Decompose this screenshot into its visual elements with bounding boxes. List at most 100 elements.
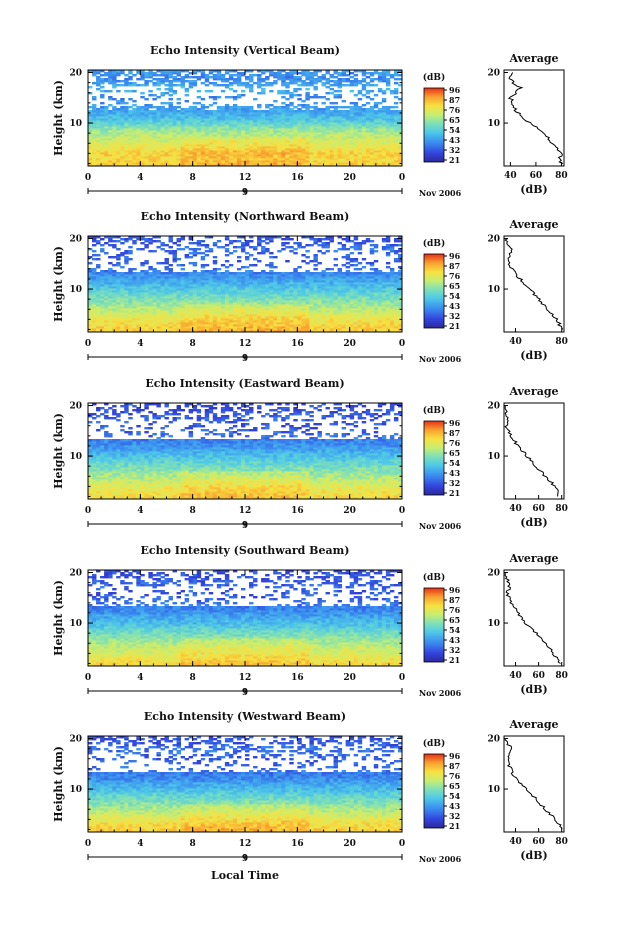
heatmap-cell [144,80,149,83]
heatmap-cell [120,138,125,141]
heatmap-cell [108,140,113,143]
heatmap-cell [216,152,222,155]
heatmap-cell [100,162,105,165]
heatmap-cell [128,138,133,141]
heatmap-cell [232,140,238,143]
heatmap-cell [188,138,194,141]
heatmap-cell [176,152,181,155]
heatmap-cell [257,164,262,167]
heatmap-cell [253,136,258,139]
heatmap-cell [140,160,145,163]
heatmap-cell [257,144,262,147]
heatmap-cell [180,108,186,111]
heatmap-cell [385,78,391,81]
panel-1: Echo Intensity (Vertical Beam)1020Height… [52,44,568,198]
heatmap-cell [128,150,133,153]
heatmap-cell [381,152,387,155]
heatmap-cell [285,160,290,163]
heatmap-cell [128,98,133,101]
heatmap-cell [365,160,371,163]
heatmap-cell [164,88,169,91]
heatmap-cell [253,140,258,143]
heatmap-cell [172,84,177,87]
heatmap-cell [132,152,137,155]
heatmap-cell [212,140,218,143]
heatmap-cell [369,152,375,155]
heatmap-cell [265,148,270,151]
heatmap-cell [397,164,403,167]
heatmap-cell [337,160,343,163]
heatmap-cell [269,154,274,157]
heatmap-cell [357,148,363,151]
heatmap-cell [88,150,93,153]
heatmap-cell [293,158,298,161]
heatmap-cell [196,136,202,139]
heatmap-cell [349,144,355,147]
heatmap-cell [120,152,125,155]
heatmap-cell [321,82,326,85]
heatmap-cell [104,154,109,157]
heatmap-cell [257,136,262,139]
heatmap-cell [168,144,173,147]
heatmap-cell [168,136,173,139]
heatmap-cell [136,84,141,87]
heatmap-cell [257,148,262,151]
heatmap-cell [301,140,306,143]
heatmap-cell [361,104,367,107]
heatmap-cell [297,158,302,161]
heatmap-cell [164,154,169,157]
heatmap-cell [140,152,145,155]
heatmap-cell [317,154,322,157]
heatmap-cell [321,150,326,153]
heatmap-cell [160,152,165,155]
heatmap-cell [164,148,169,151]
heatmap-cell [305,164,310,167]
heatmap-cell [160,162,165,165]
heatmap-cell [168,158,173,161]
heatmap-cell [236,150,242,153]
heatmap-cell [377,152,383,155]
heatmap-cell [104,140,109,143]
heatmap-cell [208,136,214,139]
heatmap-cell [172,142,177,145]
heatmap-cell [269,162,274,165]
heatmap-cell [112,138,117,141]
heatmap-cell [381,146,387,149]
heatmap-cell [269,148,274,151]
heatmap-cell [373,136,379,139]
heatmap-cell [116,162,121,165]
heatmap-cell [349,72,355,75]
heatmap-cell [156,150,161,153]
heatmap-cell [228,140,234,143]
heatmap-cell [196,152,202,155]
heatmap-cell [317,156,322,159]
heatmap-cell [204,148,210,151]
heatmap-cell [305,160,310,163]
heatmap-cell [224,146,230,149]
heatmap-cell [148,134,153,137]
heatmap-cell [180,144,186,147]
heatmap-cell [265,146,270,149]
heatmap-cell [112,154,117,157]
heatmap-cell [92,156,97,159]
heatmap-cell [281,160,286,163]
heatmap-cell [160,106,165,109]
heatmap-cell [293,138,298,141]
heatmap-cell [313,94,318,97]
heatmap-cell [112,160,117,163]
heatmap-cell [329,84,334,87]
heatmap-cell [365,140,371,143]
heatmap-cell [220,90,226,93]
heatmap-cell [184,160,190,163]
heatmap-cell [184,80,190,83]
heatmap-cell [124,142,129,145]
heatmap-cell [377,158,383,161]
heatmap-cell [184,108,190,111]
heatmap-cell [108,156,113,159]
heatmap-cell [389,150,395,153]
heatmap-cell [349,146,355,149]
heatmap-cell [136,148,141,151]
heatmap-cell [385,154,391,157]
heatmap-cell [156,156,161,159]
heatmap-cell [232,158,238,161]
